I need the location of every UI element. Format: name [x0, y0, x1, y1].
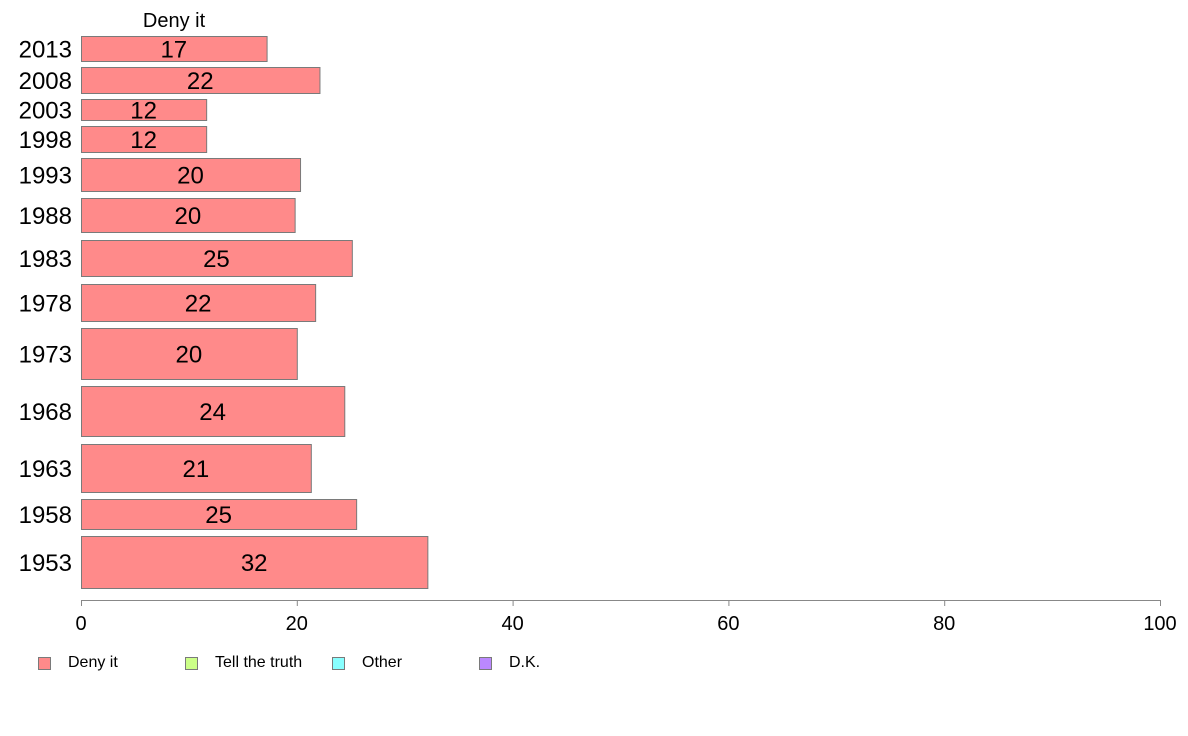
bar-1978: [81, 284, 317, 322]
bar-1983: [81, 240, 353, 277]
bar-value-label-1988: 20: [174, 203, 201, 230]
y-tick-label-1983: 1983: [19, 246, 72, 273]
bar-value-label-1993: 20: [177, 163, 204, 190]
bar-2013: [81, 36, 268, 62]
bar-1958: [81, 499, 358, 530]
bar-1963: [81, 444, 312, 493]
legend-swatch-dk: [479, 656, 492, 670]
bar-value-label-1998: 12: [130, 127, 157, 154]
bar-value-label-1958: 25: [205, 502, 232, 529]
y-tick-label-2003: 2003: [19, 98, 72, 125]
legend: Deny it Tell the truth Other D.K.: [38, 654, 738, 674]
x-tick-label-40: 40: [501, 613, 523, 635]
legend-label-dk: D.K.: [509, 654, 541, 671]
y-tick-label-1958: 1958: [19, 502, 72, 529]
bar-1968: [81, 386, 346, 437]
y-tick-label-1968: 1968: [19, 399, 72, 426]
x-tick-label-100: 100: [1143, 613, 1176, 635]
legend-swatch-other: [332, 656, 345, 670]
y-tick-label-1973: 1973: [19, 342, 72, 369]
bar-value-label-2008: 22: [187, 68, 214, 95]
x-tick-label-20: 20: [286, 613, 308, 635]
y-tick-label-1998: 1998: [19, 127, 72, 154]
bar-value-label-1983: 25: [203, 246, 230, 273]
legend-label-deny-it: Deny it: [68, 654, 118, 671]
bar-value-label-1973: 20: [176, 342, 203, 369]
legend-label-tell-the-truth: Tell the truth: [215, 654, 303, 671]
legend-label-other: Other: [362, 654, 403, 671]
bar-1973: [81, 328, 298, 380]
x-tick-label-0: 0: [75, 613, 86, 635]
y-tick-label-1993: 1993: [19, 163, 72, 190]
legend-swatch-tell-the-truth: [185, 656, 198, 670]
legend-item-other: Other: [332, 654, 402, 672]
bar-2008: [81, 67, 321, 94]
y-tick-label-1963: 1963: [19, 456, 72, 483]
y-tick-label-1953: 1953: [19, 550, 72, 577]
bars-layer: 17 2013 22 2008 12 2003 12 1998 20 1993 20 1988 25 19…: [19, 36, 429, 589]
legend-item-deny-it: Deny it: [38, 654, 118, 672]
y-tick-label-2008: 2008: [19, 68, 72, 95]
x-axis: 0 20 40 60 80 100: [75, 600, 1177, 635]
chart-title: Deny it: [143, 10, 206, 32]
y-tick-label-1978: 1978: [19, 291, 72, 318]
x-tick-label-60: 60: [717, 613, 739, 635]
x-tick-label-80: 80: [933, 613, 955, 635]
y-tick-label-1988: 1988: [19, 203, 72, 230]
legend-item-dk: D.K.: [479, 654, 540, 672]
bar-1953: [81, 536, 429, 589]
bar-value-label-1978: 22: [185, 291, 212, 318]
bar-2003: [81, 99, 208, 121]
legend-swatch-deny-it: [38, 656, 51, 670]
bar-value-label-2003: 12: [130, 98, 157, 125]
legend-item-tell-the-truth: Tell the truth: [185, 654, 302, 672]
bar-1988: [81, 198, 296, 233]
y-tick-label-2013: 2013: [19, 37, 72, 64]
bar-value-label-1963: 21: [183, 456, 210, 483]
bar-1993: [81, 158, 302, 192]
bar-value-label-1953: 32: [241, 550, 268, 577]
bar-1998: [81, 126, 208, 153]
bar-value-label-2013: 17: [160, 37, 187, 64]
bar-value-label-1968: 24: [199, 399, 226, 426]
